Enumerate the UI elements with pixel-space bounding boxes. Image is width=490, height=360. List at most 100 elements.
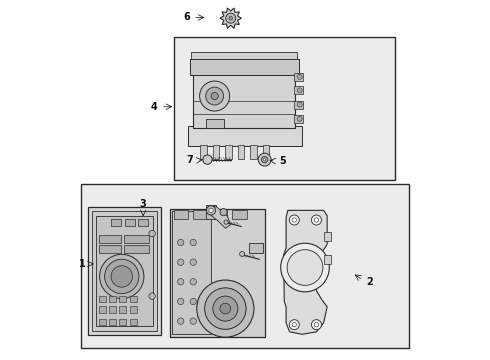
Bar	[170, 208, 265, 337]
Circle shape	[197, 280, 254, 337]
Bar	[92, 211, 157, 331]
Polygon shape	[284, 210, 327, 334]
Bar	[99, 235, 121, 243]
Bar	[190, 59, 298, 75]
Circle shape	[206, 87, 223, 105]
Bar	[192, 52, 297, 59]
Circle shape	[104, 259, 139, 294]
Bar	[206, 205, 217, 219]
Bar	[263, 145, 270, 158]
Circle shape	[289, 320, 299, 330]
Bar	[88, 207, 161, 336]
Circle shape	[149, 230, 155, 237]
Bar	[225, 145, 232, 158]
Circle shape	[229, 17, 232, 20]
Bar	[130, 319, 137, 325]
Bar	[99, 296, 106, 302]
Circle shape	[177, 318, 184, 324]
Circle shape	[314, 218, 319, 222]
Circle shape	[190, 239, 196, 246]
Bar	[238, 145, 245, 158]
Bar	[124, 219, 135, 226]
Circle shape	[213, 296, 238, 321]
Bar	[193, 73, 295, 128]
Bar	[99, 319, 106, 325]
Circle shape	[297, 116, 302, 121]
Bar	[294, 86, 303, 94]
Bar	[109, 306, 116, 313]
Bar	[323, 232, 331, 241]
Bar	[96, 216, 153, 327]
Circle shape	[264, 158, 266, 161]
Text: 3: 3	[140, 199, 147, 208]
Bar	[188, 126, 302, 146]
Bar	[81, 184, 409, 348]
Circle shape	[314, 323, 319, 327]
Circle shape	[205, 288, 246, 329]
Circle shape	[177, 298, 184, 305]
Circle shape	[240, 251, 245, 256]
Bar	[294, 73, 303, 81]
Text: 1: 1	[79, 259, 86, 269]
Bar	[250, 145, 257, 158]
Text: 4: 4	[151, 102, 157, 112]
Circle shape	[190, 298, 196, 305]
Bar	[248, 243, 263, 253]
Circle shape	[297, 102, 302, 107]
Circle shape	[289, 215, 299, 225]
Circle shape	[262, 157, 268, 163]
Bar	[193, 210, 207, 219]
Bar	[130, 306, 137, 313]
Bar	[323, 255, 331, 264]
Circle shape	[209, 208, 213, 212]
Bar	[172, 211, 211, 334]
Bar	[111, 219, 121, 226]
Circle shape	[177, 239, 184, 246]
Bar	[109, 296, 116, 302]
Bar	[119, 306, 126, 313]
Circle shape	[297, 74, 302, 79]
Circle shape	[220, 303, 231, 314]
Bar	[130, 296, 137, 302]
Circle shape	[206, 206, 216, 215]
Circle shape	[258, 153, 271, 166]
Circle shape	[312, 215, 321, 225]
Text: 2: 2	[367, 277, 373, 287]
Polygon shape	[220, 8, 242, 28]
Bar	[213, 145, 220, 158]
Circle shape	[281, 243, 329, 292]
Circle shape	[99, 254, 144, 298]
Bar	[232, 210, 247, 219]
Text: 6: 6	[183, 13, 190, 22]
Circle shape	[111, 266, 132, 287]
Circle shape	[149, 293, 155, 299]
Bar	[138, 219, 148, 226]
Bar	[99, 246, 121, 253]
Bar	[124, 235, 149, 243]
Bar	[206, 119, 223, 128]
Circle shape	[292, 323, 296, 327]
Circle shape	[177, 279, 184, 285]
Bar	[99, 306, 106, 313]
Bar	[294, 101, 303, 109]
Bar	[109, 319, 116, 325]
Bar	[200, 145, 207, 158]
Polygon shape	[209, 207, 231, 228]
Circle shape	[211, 93, 218, 100]
Bar	[173, 210, 188, 219]
Circle shape	[287, 249, 323, 285]
Bar	[213, 210, 227, 219]
Circle shape	[220, 208, 227, 216]
Circle shape	[312, 320, 321, 330]
Circle shape	[177, 259, 184, 265]
Circle shape	[190, 318, 196, 324]
Circle shape	[224, 220, 228, 224]
Circle shape	[297, 88, 302, 93]
Bar	[119, 319, 126, 325]
Circle shape	[190, 259, 196, 265]
Circle shape	[199, 81, 230, 111]
Bar	[119, 296, 126, 302]
Circle shape	[292, 218, 296, 222]
Text: 7: 7	[187, 156, 193, 165]
Circle shape	[203, 155, 212, 164]
